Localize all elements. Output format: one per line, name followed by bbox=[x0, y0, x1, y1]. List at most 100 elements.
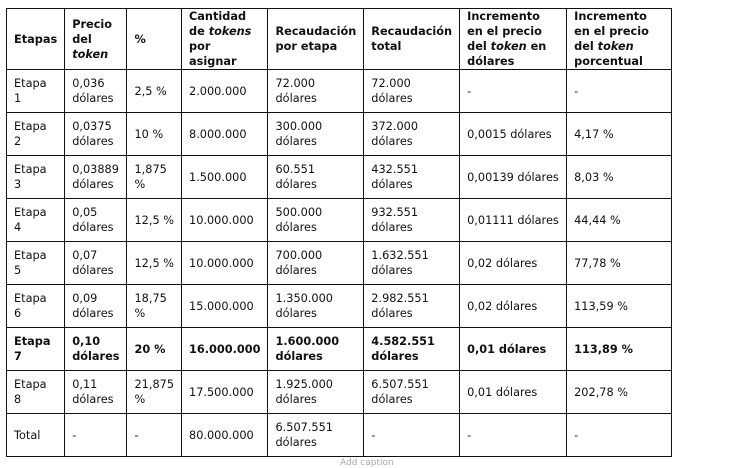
table-cell: 1.600.000 dólares bbox=[267, 327, 365, 371]
table-cell: - bbox=[459, 69, 568, 113]
table-cell: 4,17 % bbox=[566, 112, 673, 156]
table-cell: - bbox=[459, 413, 568, 457]
table-cell: 10.000.000 bbox=[181, 241, 269, 285]
table-row: Etapa 1 0,036 dólares 2,5 % 2.000.000 72.000… bbox=[5, 69, 673, 113]
table-row: Etapa 3 0,03889 dólares 1,875 % 1.500.000 60… bbox=[5, 155, 673, 199]
table-cell: 1,875 % bbox=[126, 155, 183, 199]
table-cell: 4.582.551 dólares bbox=[363, 327, 461, 371]
column-header: Recaudación total bbox=[363, 8, 461, 70]
table-cell: 44,44 % bbox=[566, 198, 673, 242]
column-header: Recaudación por etapa bbox=[267, 8, 365, 70]
add-caption-placeholder[interactable]: Add caption bbox=[340, 458, 394, 468]
table-cell: 300.000 dólares bbox=[267, 112, 365, 156]
table-cell: - bbox=[363, 413, 461, 457]
table-cell: 10.000.000 bbox=[181, 198, 269, 242]
table-cell: 0,05 dólares bbox=[64, 198, 128, 242]
table-cell: 0,07 dólares bbox=[64, 241, 128, 285]
table-cell: 16.000.000 bbox=[181, 327, 269, 371]
header-text: por asignar bbox=[189, 40, 237, 68]
table-cell: 0,09 dólares bbox=[64, 284, 128, 328]
header-text: Precio del bbox=[72, 17, 113, 46]
table-cell: 72.000 dólares bbox=[363, 69, 461, 113]
header-text: porcentual bbox=[574, 55, 643, 68]
table-cell: 2.982.551 dólares bbox=[363, 284, 461, 328]
table-cell: 80.000.000 bbox=[181, 413, 269, 457]
table-cell: Etapa 7 bbox=[5, 327, 66, 371]
table-row: Etapa 7 0,10 dólares 20 % 16.000.000 1.600.0… bbox=[5, 327, 673, 371]
table-cell: 0,036 dólares bbox=[64, 69, 128, 113]
table-row: Etapa 6 0,09 dólares 18,75 % 15.000.000 1.35… bbox=[5, 284, 673, 328]
table-cell: 0,0375 dólares bbox=[64, 112, 128, 156]
table-cell: 500.000 dólares bbox=[267, 198, 365, 242]
table-cell: 0,02 dólares bbox=[459, 284, 568, 328]
table-cell: 77,78 % bbox=[566, 241, 673, 285]
column-header: Precio del token bbox=[64, 8, 128, 70]
table-cell: 21,875 % bbox=[126, 370, 183, 414]
table-cell: 72.000 dólares bbox=[267, 69, 365, 113]
table-cell: 0,01 dólares bbox=[459, 327, 568, 371]
table-cell: 6.507.551 dólares bbox=[363, 370, 461, 414]
table-cell: Etapa 8 bbox=[5, 370, 66, 414]
table-cell: 2,5 % bbox=[126, 69, 183, 113]
table-cell: - bbox=[126, 413, 183, 457]
table-cell: 8,03 % bbox=[566, 155, 673, 199]
table-row: Etapa 5 0,07 dólares 12,5 % 10.000.000 700.0… bbox=[5, 241, 673, 285]
column-header: Incremento en el precio del token en dól… bbox=[459, 8, 568, 70]
table-cell: 0,0015 dólares bbox=[459, 112, 568, 156]
column-header: Incremento en el precio del token porcen… bbox=[566, 8, 673, 70]
token-stages-table: Etapas Precio del token% Cantidad de token… bbox=[5, 8, 673, 457]
table-cell: 8.000.000 bbox=[181, 112, 269, 156]
table-cell: Etapa 6 bbox=[5, 284, 66, 328]
table-row: Etapa 4 0,05 dólares 12,5 % 10.000.000 500.0… bbox=[5, 198, 673, 242]
table-cell: 6.507.551 dólares bbox=[267, 413, 365, 457]
table-row: Etapa 2 0,0375 dólares 10 % 8.000.000 300.00… bbox=[5, 112, 673, 156]
table-cell: 113,59 % bbox=[566, 284, 673, 328]
table-cell: 202,78 % bbox=[566, 370, 673, 414]
table-cell: 2.000.000 bbox=[181, 69, 269, 113]
table-cell: 18,75 % bbox=[126, 284, 183, 328]
table-cell: 0,11 dólares bbox=[64, 370, 128, 414]
table-cell: Etapa 5 bbox=[5, 241, 66, 285]
header-text: token bbox=[597, 40, 634, 53]
table-cell: 932.551 dólares bbox=[363, 198, 461, 242]
header-text: Cantidad de bbox=[189, 10, 247, 38]
table-cell: 15.000.000 bbox=[181, 284, 269, 328]
table-cell: 0,03889 dólares bbox=[64, 155, 128, 199]
table-cell: Etapa 4 bbox=[5, 198, 66, 242]
table-cell: 432.551 dólares bbox=[363, 155, 461, 199]
header-text: token bbox=[490, 40, 527, 53]
table-cell: 17.500.000 bbox=[181, 370, 269, 414]
table-cell: 0,02 dólares bbox=[459, 241, 568, 285]
table-cell: - bbox=[64, 413, 128, 457]
header-text: en dólares bbox=[467, 40, 547, 68]
table-cell: 0,01111 dólares bbox=[459, 198, 568, 242]
table-cell: 372.000 dólares bbox=[363, 112, 461, 156]
table-cell: 12,5 % bbox=[126, 241, 183, 285]
table-cell: 20 % bbox=[126, 327, 183, 371]
table-cell: 113,89 % bbox=[566, 327, 673, 371]
table-cell: Etapa 3 bbox=[5, 155, 66, 199]
header-text: tokens bbox=[208, 25, 252, 38]
header-text: Incremento en el precio del bbox=[574, 10, 649, 53]
table-cell: Etapa 1 bbox=[5, 69, 66, 113]
table-cell: - bbox=[566, 413, 673, 457]
table-row: Total - -80.000.000 6.507.551 dólares - - - bbox=[5, 413, 673, 457]
table-cell: 1.350.000 dólares bbox=[267, 284, 365, 328]
table-cell: 700.000 dólares bbox=[267, 241, 365, 285]
table-cell: 0,10 dólares bbox=[64, 327, 128, 371]
column-header: Etapas bbox=[5, 8, 66, 70]
table-cell: 12,5 % bbox=[126, 198, 183, 242]
table-row: Etapa 8 0,11 dólares 21,875 % 17.500.000 1.9… bbox=[5, 370, 673, 414]
table-cell: 0,00139 dólares bbox=[459, 155, 568, 199]
table-cell: 1.925.000 dólares bbox=[267, 370, 365, 414]
table-cell: Etapa 2 bbox=[5, 112, 66, 156]
header-row: Etapas Precio del token% Cantidad de token… bbox=[5, 8, 673, 70]
table-cell: 0,01 dólares bbox=[459, 370, 568, 414]
table-cell: 60.551 dólares bbox=[267, 155, 365, 199]
header-text: token bbox=[72, 47, 109, 61]
column-header: Cantidad de tokens por asignar bbox=[181, 8, 269, 70]
table-cell: 10 % bbox=[126, 112, 183, 156]
table-cell: Total bbox=[5, 413, 66, 457]
table-cell: - bbox=[566, 69, 673, 113]
header-text: Incremento en el precio del bbox=[467, 10, 542, 53]
